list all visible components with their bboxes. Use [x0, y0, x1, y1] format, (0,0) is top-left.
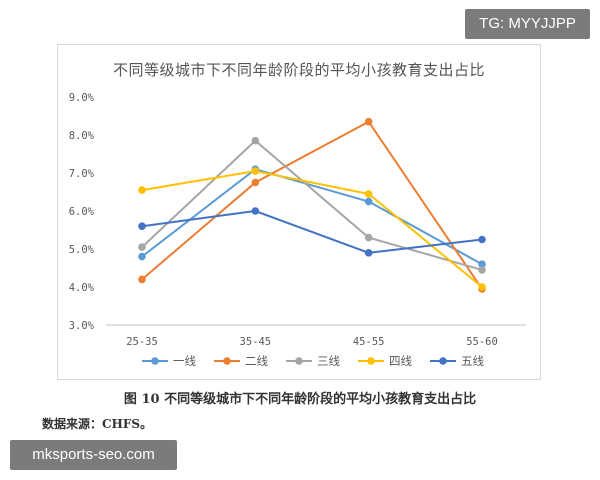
legend-swatch-marker: [439, 357, 447, 365]
legend-label: 一线: [173, 354, 196, 368]
chart-title: 不同等级城市下不同年龄阶段的平均小孩教育支出占比: [112, 61, 485, 79]
data-point: [251, 178, 260, 187]
data-point: [251, 167, 260, 175]
data-point: [478, 266, 486, 274]
legend-swatch-marker: [223, 357, 231, 365]
data-point: [251, 207, 260, 215]
data-point: [138, 275, 146, 284]
legend-swatch-marker: [151, 357, 159, 365]
data-point: [138, 186, 146, 194]
legend-swatch-marker: [295, 357, 303, 365]
data-point: [478, 260, 486, 268]
y-tick-label: 7.0%: [69, 168, 95, 180]
series-line: [141, 139, 483, 271]
y-tick-label: 6.0%: [69, 206, 95, 218]
data-point: [138, 252, 146, 261]
watermark-tg: TG: MYYJJPP: [465, 9, 590, 39]
data-point: [251, 136, 260, 145]
data-point: [478, 235, 486, 244]
legend-label: 三线: [317, 354, 340, 368]
legend-label: 四线: [389, 354, 412, 368]
data-point: [138, 222, 146, 230]
y-tick-label: 3.0%: [69, 320, 95, 332]
legend-label: 二线: [245, 354, 268, 368]
y-tick-label: 5.0%: [69, 244, 95, 256]
y-tick-label: 8.0%: [69, 130, 95, 142]
data-point: [364, 117, 373, 126]
data-point: [364, 197, 373, 206]
data-source-note: 数据来源：CHFS。: [42, 417, 153, 431]
watermark-site: mksports-seo.com: [10, 440, 177, 470]
figure-caption: 图 10 不同等级城市下不同年龄阶段的平均小孩教育支出占比: [123, 392, 477, 407]
series-line: [141, 168, 483, 266]
series-line: [141, 170, 483, 288]
y-tick-label: 9.0%: [69, 92, 95, 104]
legend-swatch-marker: [367, 357, 375, 365]
line-chart: 3.0% 4.0% 5.0% 6.0% 7.0% 8.0% 9.0% 25-35 35-45 45…: [69, 92, 526, 368]
data-point: [364, 249, 373, 257]
x-tick-label: 55-60: [466, 336, 498, 348]
data-point: [138, 243, 146, 251]
data-point: [478, 283, 486, 291]
legend-label: 五线: [461, 354, 484, 368]
x-tick-label: 45-55: [353, 336, 385, 348]
series-line: [141, 120, 483, 290]
data-point: [364, 233, 373, 242]
data-point: [364, 190, 373, 198]
x-tick-label: 35-45: [240, 336, 272, 348]
y-tick-label: 4.0%: [69, 282, 95, 294]
series-line: [141, 209, 483, 254]
chart-container: 不同等级城市下不同年龄阶段的平均小孩教育支出占比 3.0% 4.0% 5.0% 6.0…: [57, 44, 541, 380]
x-tick-label: 25-35: [126, 336, 158, 348]
